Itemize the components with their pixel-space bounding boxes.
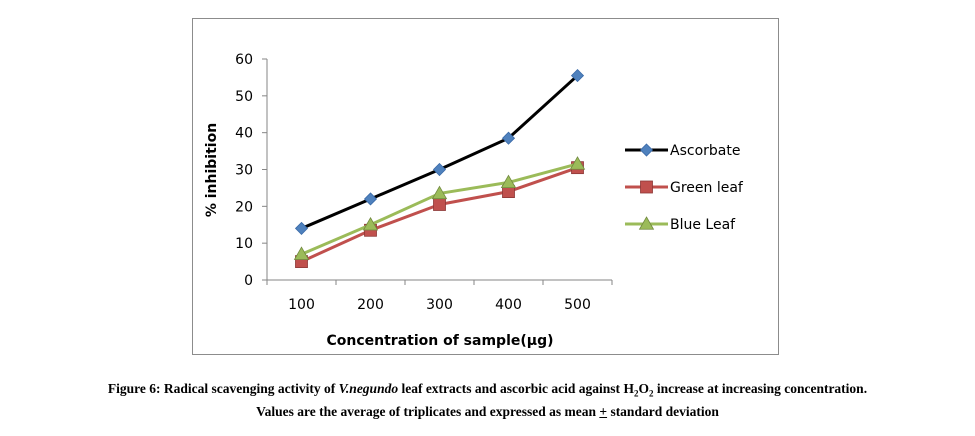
data-point bbox=[363, 192, 378, 206]
data-point bbox=[362, 216, 379, 231]
data-point bbox=[501, 131, 516, 145]
caption-text-5: standard deviation bbox=[610, 403, 719, 419]
data-point bbox=[570, 69, 585, 83]
x-tick-label: 400 bbox=[495, 297, 522, 313]
caption-h2o2: H2O2 bbox=[623, 381, 654, 399]
axes: 0 10 20 30 40 50 60 100 200 300 400 500 bbox=[235, 52, 613, 313]
caption-text-2: leaf extracts and ascorbic acid against bbox=[401, 381, 621, 396]
data-point bbox=[431, 185, 448, 200]
y-tick-label: 0 bbox=[244, 273, 253, 289]
y-tick-label: 40 bbox=[235, 126, 253, 142]
caption-line-1: Figure 6: Radical scavenging activity of… bbox=[0, 380, 975, 403]
caption-species: V.negundo bbox=[338, 381, 399, 396]
x-tick-label: 300 bbox=[426, 297, 453, 313]
data-point bbox=[569, 156, 586, 170]
caption-line-2: Values are the average of triplicates an… bbox=[0, 403, 975, 421]
data-point bbox=[293, 246, 310, 260]
x-tick-label: 500 bbox=[564, 297, 591, 313]
legend-marker bbox=[639, 143, 654, 157]
y-tick-label: 30 bbox=[235, 163, 253, 179]
caption-text-1: Radical scavenging activity of bbox=[163, 381, 336, 396]
y-tick-label: 10 bbox=[235, 236, 253, 252]
data-point bbox=[432, 162, 447, 177]
legend: Ascorbate Green leaf Blue Leaf bbox=[625, 143, 744, 233]
series-line bbox=[300, 166, 578, 263]
x-axis-title: Concentration of sample(μg) bbox=[326, 333, 553, 349]
data-point bbox=[500, 174, 517, 189]
legend-item: Blue Leaf bbox=[625, 216, 736, 233]
x-tick-label: 200 bbox=[357, 297, 384, 313]
legend-label: Blue Leaf bbox=[670, 217, 736, 233]
legend-marker bbox=[638, 216, 655, 230]
series-blue-leaf bbox=[293, 156, 586, 260]
caption-plusminus: + bbox=[599, 403, 608, 419]
legend-item: Ascorbate bbox=[625, 143, 740, 159]
caption-text-4: Values are the average of triplicates an… bbox=[256, 403, 596, 419]
series-green-leaf bbox=[295, 161, 584, 268]
data-point bbox=[433, 198, 446, 211]
legend-marker bbox=[640, 180, 653, 194]
figure-caption: Figure 6: Radical scavenging activity of… bbox=[0, 380, 975, 421]
y-tick-label: 50 bbox=[235, 89, 253, 105]
series-layer bbox=[293, 69, 586, 268]
legend-label: Ascorbate bbox=[670, 143, 740, 159]
y-axis-title: % inhibition bbox=[204, 123, 220, 217]
data-point bbox=[294, 221, 309, 235]
y-tick-label: 60 bbox=[235, 52, 253, 68]
caption-fig-label: Figure 6: bbox=[107, 381, 161, 396]
y-tick-label: 20 bbox=[235, 199, 253, 215]
legend-label: Green leaf bbox=[670, 180, 744, 196]
x-tick-label: 100 bbox=[288, 297, 315, 313]
series-ascorbate bbox=[294, 69, 585, 235]
legend-item: Green leaf bbox=[625, 180, 744, 196]
caption-text-3: increase at increasing concentration. bbox=[656, 381, 868, 396]
